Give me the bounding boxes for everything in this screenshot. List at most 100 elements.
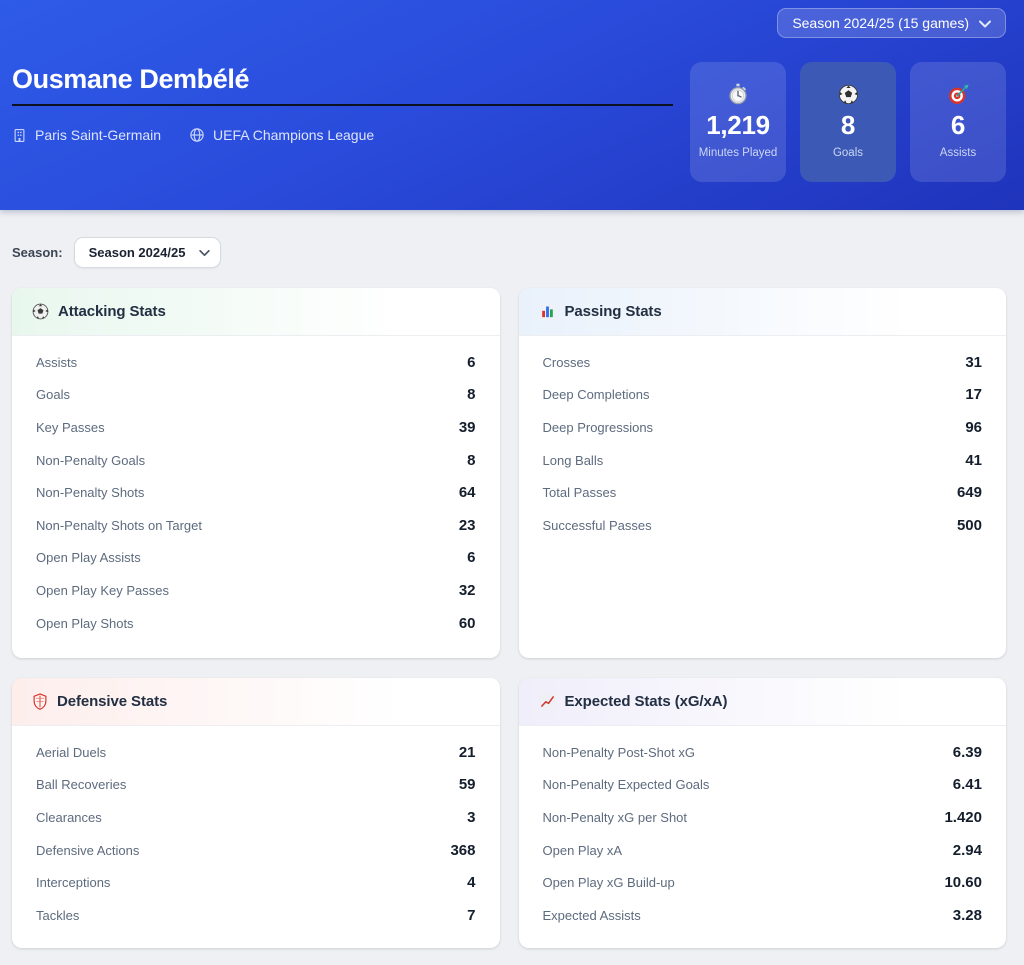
stat-value: 17 [965, 386, 982, 404]
summary-cards: 1,219 Minutes Played 8 Goals [690, 62, 1006, 182]
stat-row: Total Passes 649 [543, 476, 983, 509]
stat-label: Total Passes [542, 485, 617, 501]
passing-stats-header: Passing Stats [518, 288, 1006, 336]
globe-icon [189, 127, 205, 143]
shield-icon [32, 693, 48, 710]
stat-label: Non-Penalty Post-Shot xG [542, 744, 695, 760]
stat-label: Interceptions [36, 875, 111, 891]
stat-value: 31 [965, 353, 982, 371]
stat-row: Defensive Actions 368 [36, 834, 476, 867]
stat-row: Non-Penalty Post-Shot xG 6.39 [543, 736, 983, 769]
stat-value: 1.420 [944, 808, 982, 826]
stat-row: Ball Recoveries 59 [36, 769, 476, 802]
assists-value: 6 [950, 110, 966, 141]
stat-value: 6.41 [952, 776, 982, 794]
attacking-stats-card: Attacking Stats Assists 6 Goals 8 Key Passes… [12, 288, 500, 658]
player-competition-label: UEFA Champions League [213, 127, 375, 143]
stat-row: Key Passes 39 [36, 411, 476, 444]
expected-stats-header: Expected Stats (xG/xA) [518, 678, 1006, 726]
defensive-stats-title: Defensive Stats [57, 693, 168, 710]
summary-card-assists: 6 Assists [910, 62, 1006, 182]
attacking-stats-title: Attacking Stats [58, 303, 166, 320]
stat-row: Open Play Key Passes 32 [36, 574, 476, 607]
passing-stats-card: Passing Stats Crosses 31 Deep Completions 1… [518, 288, 1006, 658]
summary-card-goals: 8 Goals [800, 62, 896, 182]
stat-label: Long Balls [542, 452, 604, 468]
expected-stats-title: Expected Stats (xG/xA) [564, 693, 728, 710]
stats-grid: Attacking Stats Assists 6 Goals 8 Key Passes… [12, 288, 1006, 948]
defensive-stats-card: Defensive Stats Aerial Duels 21 Ball Recov… [12, 678, 500, 948]
stat-value: 6.39 [952, 743, 982, 761]
attacking-stats-rows: Assists 6 Goals 8 Key Passes 39 Non-Penalty Go… [12, 336, 500, 639]
stat-value: 649 [956, 484, 982, 502]
stat-label: Ball Recoveries [36, 777, 127, 793]
stat-row: Tackles 7 [36, 899, 476, 932]
stat-label: Open Play xA [542, 842, 623, 858]
stat-value: 3 [467, 808, 476, 826]
stat-row: Open Play xG Build-up 10.60 [543, 866, 983, 899]
dart-target-icon [948, 83, 969, 105]
stat-row: Assists 6 [36, 346, 476, 379]
stat-row: Deep Completions 17 [543, 379, 983, 412]
stat-label: Defensive Actions [36, 842, 140, 858]
chart-up-icon [539, 693, 556, 710]
stat-value: 368 [450, 841, 476, 859]
stat-label: Non-Penalty Shots on Target [36, 517, 202, 533]
stat-label: Deep Completions [542, 387, 650, 403]
player-competition: UEFA Champions League [189, 127, 374, 143]
season-filter-row: Season: Season 2024/25 [0, 210, 1024, 288]
stat-value: 2.94 [952, 841, 982, 859]
stat-value: 41 [965, 451, 982, 469]
stat-row: Clearances 3 [36, 801, 476, 834]
stat-value: 6 [467, 353, 476, 371]
stat-label: Successful Passes [542, 517, 652, 533]
stat-value: 8 [467, 386, 476, 404]
stat-row: Open Play xA 2.94 [543, 834, 983, 867]
passing-stats-title: Passing Stats [564, 303, 662, 320]
season-select[interactable]: Season 2024/25 [73, 237, 221, 268]
stat-value: 6 [467, 549, 476, 567]
chevron-down-icon [979, 15, 991, 31]
stat-row: Open Play Shots 60 [36, 607, 476, 640]
stat-label: Open Play Assists [36, 550, 141, 566]
season-filter-label: Season: [12, 245, 63, 260]
summary-card-minutes-played: 1,219 Minutes Played [690, 62, 786, 182]
stat-label: Non-Penalty Expected Goals [542, 777, 710, 793]
expected-stats-rows: Non-Penalty Post-Shot xG 6.39 Non-Penalty … [519, 726, 1007, 932]
player-name: Ousmane Dembélé [12, 64, 673, 106]
player-team: Paris Saint-Germain [12, 127, 161, 143]
stat-label: Expected Assists [542, 907, 641, 923]
stat-label: Crosses [542, 354, 591, 370]
stat-row: Deep Progressions 96 [543, 411, 983, 444]
goals-value: 8 [840, 110, 856, 141]
minutes-played-value: 1,219 [706, 110, 770, 141]
goals-label: Goals [832, 147, 864, 160]
stat-value: 39 [458, 418, 476, 436]
season-games-dropdown[interactable]: Season 2024/25 (15 games) [777, 8, 1006, 38]
stat-row: Expected Assists 3.28 [543, 899, 983, 932]
soccer-ball-icon [838, 83, 859, 105]
stat-label: Open Play xG Build-up [542, 875, 675, 891]
attacking-stats-header: Attacking Stats [12, 288, 500, 336]
stat-label: Non-Penalty Goals [36, 452, 146, 468]
stat-label: Tackles [36, 907, 80, 923]
stat-label: Clearances [36, 809, 102, 825]
stat-value: 8 [467, 451, 476, 469]
stat-row: Non-Penalty Shots 64 [36, 476, 476, 509]
stat-row: Long Balls 41 [543, 444, 983, 477]
bar-chart-icon [539, 303, 556, 320]
player-team-label: Paris Saint-Germain [35, 127, 162, 143]
defensive-stats-header: Defensive Stats [12, 678, 500, 726]
stat-label: Open Play Shots [36, 615, 134, 631]
stopwatch-icon [728, 83, 748, 105]
stat-value: 59 [458, 776, 476, 794]
stat-value: 60 [458, 614, 476, 632]
player-hero-banner: Season 2024/25 (15 games) Ousmane Dembél… [0, 0, 1024, 210]
stat-row: Non-Penalty Goals 8 [36, 444, 476, 477]
stat-value: 4 [467, 874, 476, 892]
stat-label: Goals [36, 387, 70, 403]
stat-value: 7 [467, 906, 476, 924]
stat-row: Open Play Assists 6 [36, 542, 476, 575]
stat-label: Non-Penalty xG per Shot [542, 809, 688, 825]
stat-row: Interceptions 4 [36, 866, 476, 899]
